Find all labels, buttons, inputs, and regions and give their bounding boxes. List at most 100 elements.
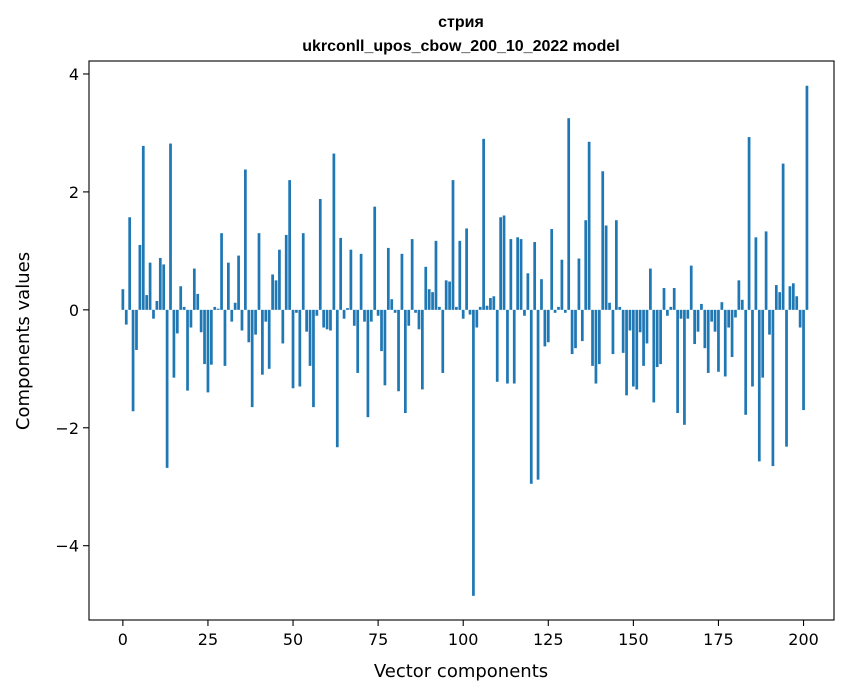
bar: [591, 309, 594, 366]
bar: [604, 225, 608, 310]
bar: [179, 286, 183, 310]
bar: [165, 309, 169, 468]
y-tick-label: 4: [69, 65, 79, 84]
bar: [597, 309, 601, 365]
bar: [244, 169, 247, 310]
bar: [223, 309, 227, 366]
bar: [342, 309, 346, 319]
bar: [601, 171, 605, 310]
bar: [666, 309, 669, 316]
bar: [264, 309, 268, 322]
bar: [363, 309, 366, 322]
bar: [757, 309, 761, 462]
bar: [672, 288, 676, 310]
bar: [567, 118, 571, 310]
bar: [329, 309, 332, 331]
bar: [301, 233, 305, 310]
bar: [352, 309, 356, 326]
bar: [560, 259, 564, 310]
bar: [305, 309, 308, 332]
x-axis-label: Vector components: [374, 661, 548, 682]
bar: [526, 273, 530, 310]
bar: [233, 302, 237, 310]
bar: [802, 309, 805, 411]
bar: [482, 138, 485, 310]
bar: [744, 309, 748, 415]
bar: [315, 309, 319, 316]
bar: [380, 309, 383, 352]
bar: [390, 299, 394, 310]
bar: [250, 309, 254, 408]
bar: [638, 309, 642, 333]
x-tick-label: 125: [533, 630, 564, 649]
bar: [611, 309, 615, 355]
bar: [778, 292, 782, 310]
bar: [710, 309, 714, 322]
bar: [131, 309, 135, 412]
bar: [257, 233, 261, 310]
bar: [761, 309, 765, 378]
bar: [346, 308, 349, 310]
bar: [274, 280, 278, 310]
bar: [686, 309, 690, 319]
x-tick-label: 75: [368, 630, 388, 649]
bar: [128, 217, 132, 310]
bar: [162, 264, 166, 310]
bar: [209, 309, 213, 365]
bar: [359, 253, 363, 310]
bar: [720, 302, 724, 310]
bar: [189, 309, 193, 328]
bar: [135, 309, 138, 350]
bar: [774, 285, 778, 310]
bar: [312, 309, 315, 408]
bar: [734, 309, 737, 318]
bar: [339, 237, 343, 310]
bar: [254, 309, 257, 335]
bar: [478, 306, 482, 310]
bar: [570, 309, 574, 355]
bar: [574, 309, 577, 349]
bar: [332, 153, 336, 310]
plot-frame: [88, 60, 835, 621]
chart-title: стрия: [438, 14, 484, 31]
bar: [764, 231, 768, 310]
bar: [403, 309, 407, 414]
bar: [645, 309, 649, 344]
x-tick-label: 150: [618, 630, 649, 649]
bar: [247, 309, 251, 343]
bar: [318, 198, 322, 310]
bar: [373, 206, 377, 310]
bar: [754, 237, 758, 310]
bar: [509, 239, 513, 310]
bar: [308, 309, 312, 366]
bar: [138, 244, 142, 310]
bar: [703, 309, 707, 349]
bar: [468, 309, 472, 315]
bar: [421, 309, 424, 390]
bar: [502, 215, 506, 310]
bar: [614, 220, 618, 310]
bar: [182, 306, 186, 310]
bars-group: [121, 85, 809, 596]
bar: [723, 309, 727, 377]
bar: [220, 233, 223, 310]
bar: [492, 296, 496, 310]
bar: [563, 309, 567, 313]
bar: [455, 306, 458, 310]
bar: [465, 228, 468, 310]
bar: [472, 309, 475, 596]
bar: [434, 240, 438, 310]
bar: [529, 309, 533, 484]
bar: [206, 309, 210, 393]
bar: [213, 306, 217, 310]
bar: [512, 309, 516, 384]
bar: [295, 309, 298, 313]
y-tick-label: −4: [55, 537, 79, 556]
bar: [369, 309, 373, 322]
bar: [407, 309, 411, 326]
x-tick-label: 0: [118, 630, 128, 649]
bar: [288, 180, 291, 310]
bar: [397, 309, 400, 392]
bar: [608, 302, 611, 310]
bar: [805, 85, 809, 310]
